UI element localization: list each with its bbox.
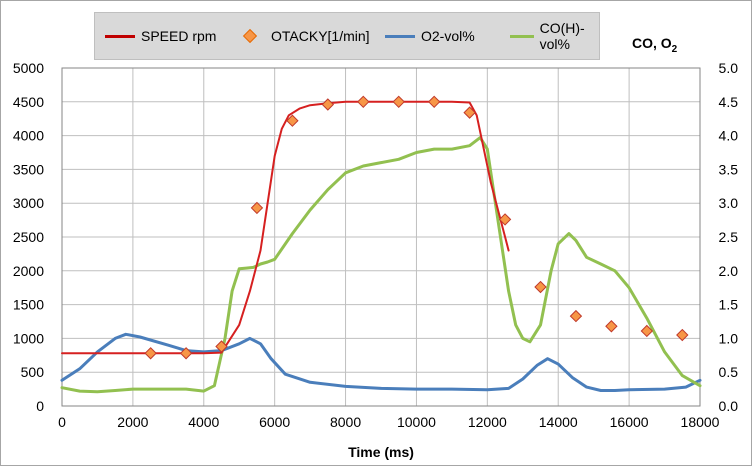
y2-tick-label: 5.0 xyxy=(719,60,739,76)
x-tick-label: 16000 xyxy=(610,414,649,430)
y-tick-label: 2500 xyxy=(13,229,44,245)
y-tick-label: 1500 xyxy=(13,297,44,313)
x-tick-label: 8000 xyxy=(330,414,361,430)
x-tick-label: 4000 xyxy=(188,414,219,430)
x-tick-label: 12000 xyxy=(468,414,507,430)
y2-tick-label: 4.5 xyxy=(719,94,739,110)
legend-label: SPEED rpm xyxy=(141,28,217,44)
legend-label: O2-vol% xyxy=(421,28,475,44)
legend-swatch xyxy=(235,28,265,44)
legend-label: CO(H)-vol% xyxy=(539,20,585,52)
y-tick-label: 5000 xyxy=(13,60,44,76)
data-point-otacky-1-min xyxy=(463,106,476,119)
series-layer xyxy=(60,95,702,394)
legend-item-otacky-1-min: OTACKY[1/min] xyxy=(235,13,370,59)
series-line-o2-vol xyxy=(60,332,702,392)
data-point-otacky-1-min xyxy=(250,201,264,215)
series-line-speed-rpm xyxy=(61,100,510,355)
x-tick-label: 18000 xyxy=(681,414,720,430)
y-tick-label: 4500 xyxy=(13,94,44,110)
y2-tick-label: 2.0 xyxy=(719,263,739,279)
y-tick-label: 2000 xyxy=(13,263,44,279)
y2-tick-label: 3.5 xyxy=(719,161,739,177)
data-point-otacky-1-min xyxy=(144,347,157,360)
y2-axis-title-main: CO, O xyxy=(632,35,672,51)
data-point-otacky-1-min xyxy=(498,213,512,226)
data-point-otacky-1-min xyxy=(427,95,441,109)
data-point-otacky-1-min xyxy=(286,114,299,127)
x-tick-label: 6000 xyxy=(259,414,290,430)
series-line-co-h-vol xyxy=(60,136,702,394)
data-point-otacky-1-min xyxy=(392,95,405,109)
legend-swatch xyxy=(510,29,534,43)
legend-label: OTACKY[1/min] xyxy=(271,28,370,44)
plot-border xyxy=(61,67,701,407)
legend-item-o2-vol: O2-vol% xyxy=(385,13,475,59)
y-tick-label: 0 xyxy=(36,398,44,414)
legend: SPEED rpm OTACKY[1/min] O2-vol% CO(H)-vol% xyxy=(94,12,600,60)
x-axis-title: Time (ms) xyxy=(348,444,414,460)
data-point-otacky-1-min xyxy=(569,309,583,323)
y2-tick-label: 1.5 xyxy=(719,297,739,313)
legend-swatch xyxy=(385,29,415,43)
y-tick-label: 4000 xyxy=(13,128,44,144)
y2-axis-title-sub: 2 xyxy=(672,44,678,55)
legend-item-speed-rpm: SPEED rpm xyxy=(105,13,216,59)
legend-item-co-h-vol: CO(H)-vol% xyxy=(510,13,599,59)
y2-tick-label: 2.5 xyxy=(719,229,739,245)
x-tick-label: 2000 xyxy=(117,414,148,430)
y-tick-label: 1000 xyxy=(13,330,44,346)
y2-tick-label: 0.5 xyxy=(719,364,739,380)
x-tick-label: 10000 xyxy=(397,414,436,430)
data-point-otacky-1-min xyxy=(640,324,654,338)
y2-tick-label: 0.0 xyxy=(719,398,739,414)
data-point-otacky-1-min xyxy=(357,95,370,109)
y-tick-label: 3500 xyxy=(13,161,44,177)
y2-tick-label: 4.0 xyxy=(719,128,739,144)
y-tick-label: 500 xyxy=(21,364,45,380)
tick-labels: 0 2000 4000 6000 8000 10000 12000 14000 16000 180… xyxy=(13,60,738,430)
data-point-otacky-1-min xyxy=(179,347,193,360)
x-tick-label: 14000 xyxy=(539,414,578,430)
data-point-otacky-1-min xyxy=(215,340,228,353)
data-point-otacky-1-min xyxy=(605,320,618,333)
y-tick-label: 3000 xyxy=(13,195,44,211)
y2-tick-label: 1.0 xyxy=(719,330,739,346)
y2-tick-label: 3.0 xyxy=(719,195,739,211)
y2-axis-title: CO, O2 xyxy=(632,35,678,55)
data-point-otacky-1-min xyxy=(534,280,547,294)
legend-swatch xyxy=(105,29,135,43)
data-point-otacky-1-min xyxy=(321,98,335,111)
data-point-otacky-1-min xyxy=(676,328,689,342)
x-tick-label: 0 xyxy=(58,414,66,430)
grid xyxy=(61,67,701,407)
